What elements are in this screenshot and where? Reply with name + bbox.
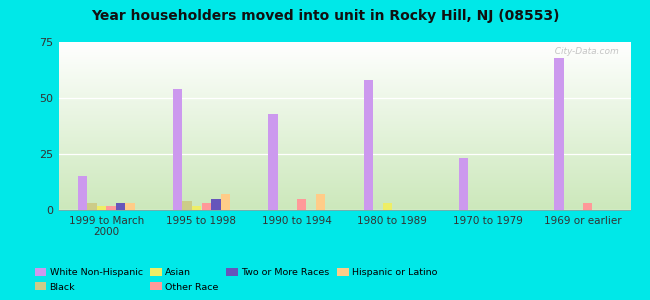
Text: City-Data.com: City-Data.com: [549, 47, 619, 56]
Bar: [316, 194, 326, 210]
Bar: [87, 203, 97, 210]
Bar: [125, 203, 135, 210]
Bar: [297, 199, 306, 210]
Bar: [116, 203, 125, 210]
Legend: White Non-Hispanic, Black, Asian, Other Race, Two or More Races, Hispanic or Lat: White Non-Hispanic, Black, Asian, Other …: [31, 264, 441, 295]
Bar: [383, 203, 392, 210]
Bar: [211, 199, 220, 210]
Bar: [554, 58, 564, 210]
Bar: [77, 176, 87, 210]
Text: Year householders moved into unit in Rocky Hill, NJ (08553): Year householders moved into unit in Roc…: [91, 9, 559, 23]
Bar: [363, 80, 373, 210]
Bar: [106, 206, 116, 210]
Bar: [459, 158, 469, 210]
Bar: [202, 203, 211, 210]
Bar: [173, 89, 183, 210]
Bar: [583, 203, 592, 210]
Bar: [192, 206, 202, 210]
Bar: [97, 206, 106, 210]
Bar: [268, 114, 278, 210]
Bar: [183, 201, 192, 210]
Bar: [220, 194, 230, 210]
